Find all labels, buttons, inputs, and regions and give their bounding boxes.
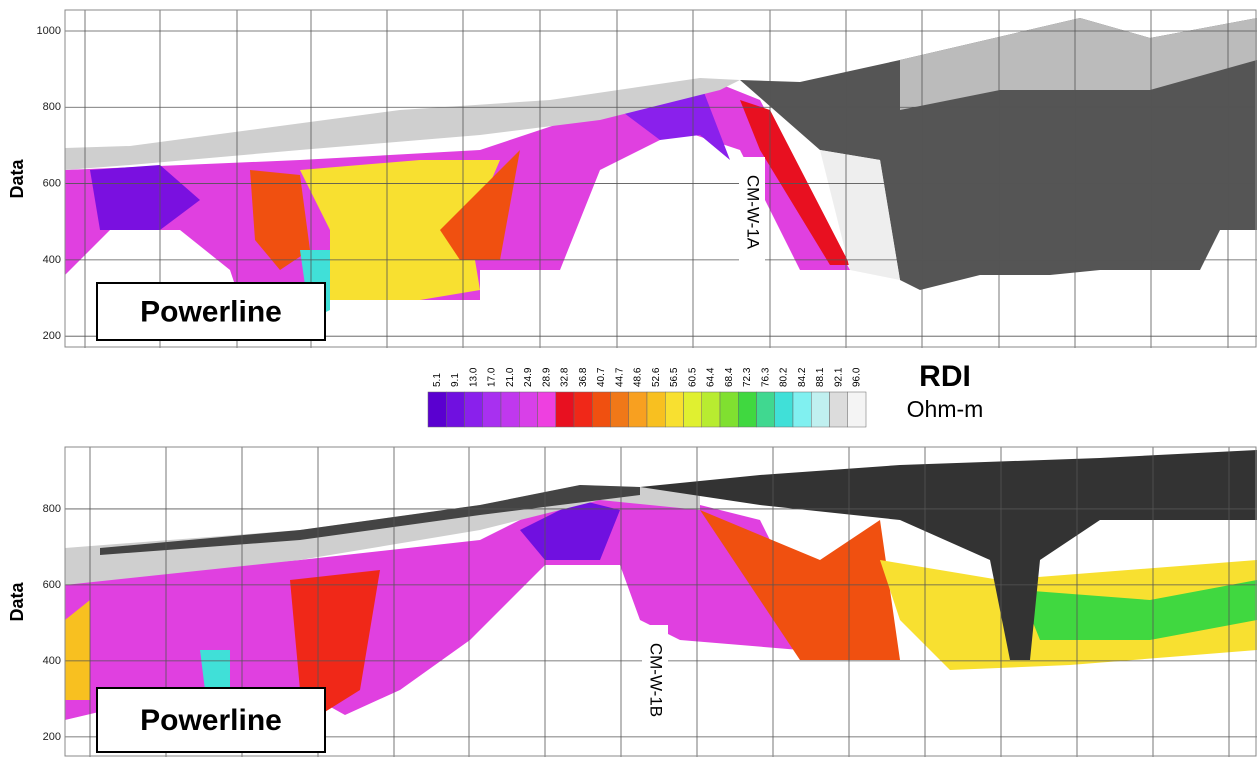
colorbar-label: 36.8 <box>578 367 589 387</box>
colorbar-label: 40.7 <box>596 367 607 387</box>
y-tick-label: 800 <box>43 101 61 113</box>
y-tick-label: 600 <box>43 579 61 591</box>
y-tick-label: 400 <box>43 254 61 266</box>
y-tick-label: 200 <box>43 330 61 342</box>
colorbar-cell <box>610 391 629 428</box>
colorbar-label: 48.6 <box>633 367 644 387</box>
colorbar-cell <box>628 391 648 428</box>
colorbar-unit: Ohm-m <box>907 396 984 422</box>
colorbar-cell <box>811 391 830 428</box>
colorbar-label: 32.8 <box>560 367 571 387</box>
colorbar-cell <box>537 391 556 428</box>
colorbar-label: 52.6 <box>651 367 662 387</box>
panel-frame <box>64 9 1257 348</box>
colorbar-label: 84.2 <box>797 367 808 387</box>
y-tick-label: 1000 <box>37 25 61 37</box>
colorbar-title: RDI <box>919 360 971 393</box>
colorbar-cell <box>719 391 739 428</box>
colorbar-cell <box>519 391 538 428</box>
colorbar-label: 64.4 <box>706 367 717 387</box>
colorbar-cell <box>829 391 848 428</box>
colorbar-label: 44.7 <box>614 367 625 387</box>
colorbar-label: 60.5 <box>687 367 698 387</box>
colorbar-cell <box>427 391 447 428</box>
y-tick-label: 600 <box>43 177 61 189</box>
colorbar-cell <box>683 391 702 428</box>
line-annotation: CM-W-1A <box>744 175 763 250</box>
colorbar-cell <box>665 391 684 428</box>
colorbar-label: 76.3 <box>760 367 771 387</box>
colorbar-label: 28.9 <box>541 367 552 387</box>
colorbar-cell <box>847 391 867 428</box>
colorbar-label: 80.2 <box>779 367 790 387</box>
colorbar-label: 88.1 <box>815 367 826 387</box>
colorbar-cell <box>446 391 465 428</box>
section-image-1 <box>65 10 1257 348</box>
colorbar-cell <box>792 391 812 428</box>
colorbar-label: 92.1 <box>833 367 844 387</box>
colorbar-label: 56.5 <box>669 367 680 387</box>
colorbar-cell <box>738 391 757 428</box>
colorbar-label: 96.0 <box>852 367 863 387</box>
colorbar-cell <box>592 391 611 428</box>
y-tick-label: 800 <box>43 503 61 515</box>
colorbar-cell <box>701 391 721 428</box>
colorbar-cell <box>500 391 520 428</box>
colorbar-label: 9.1 <box>450 373 461 387</box>
colorbar-cell <box>646 391 666 428</box>
colorbar-label: 72.3 <box>742 367 753 387</box>
colorbar-cell <box>774 391 794 428</box>
colorbar-label: 24.9 <box>523 367 534 387</box>
colorbar-label: 68.4 <box>724 367 735 387</box>
colorbar-label: 5.1 <box>432 373 443 387</box>
panel-frame <box>64 446 1257 757</box>
section-label: Powerline <box>140 704 282 737</box>
y-tick-label: 400 <box>43 655 61 667</box>
y-tick-label: 200 <box>43 731 61 743</box>
colorbar-cell <box>464 391 483 428</box>
colorbar-cell <box>555 391 575 428</box>
annotation-backdrop <box>642 625 668 735</box>
colorbar-label: 17.0 <box>487 367 498 387</box>
colorbar-label: 13.0 <box>468 367 479 387</box>
colorbar-cell <box>756 391 775 428</box>
colorbar-cell <box>573 391 593 428</box>
label-box <box>96 687 326 753</box>
y-axis-label: Data <box>7 159 27 199</box>
line-annotation: CM-W-1B <box>647 643 666 717</box>
section-label: Powerline <box>140 295 282 328</box>
colorbar-cell <box>482 391 502 428</box>
section-image-2 <box>65 447 1257 757</box>
annotation-backdrop <box>739 157 765 267</box>
label-box <box>96 282 326 341</box>
y-axis-label: Data <box>7 582 27 622</box>
colorbar-label: 21.0 <box>505 367 516 387</box>
